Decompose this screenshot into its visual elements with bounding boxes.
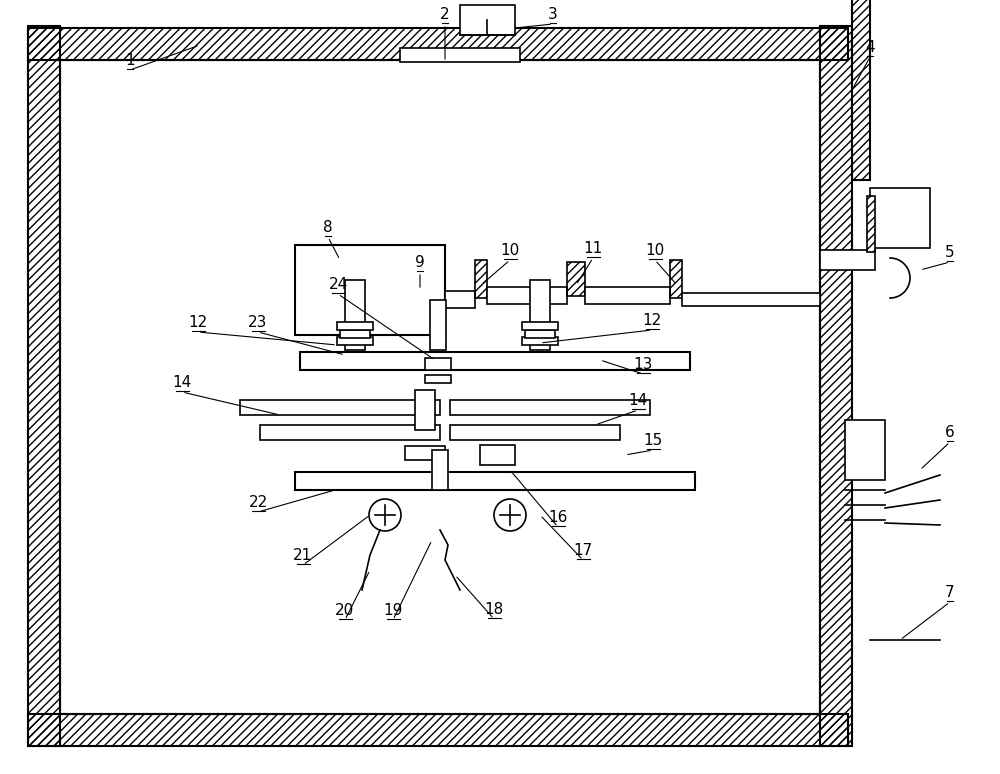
Bar: [450, 425, 620, 440]
Bar: [567, 262, 585, 296]
Text: 20: 20: [335, 603, 355, 618]
Bar: [475, 260, 487, 298]
Bar: [405, 446, 445, 460]
Text: 21: 21: [293, 548, 313, 563]
Bar: [487, 287, 567, 304]
Text: 24: 24: [328, 277, 348, 292]
Bar: [480, 445, 515, 465]
Circle shape: [369, 499, 401, 531]
Bar: [852, 0, 870, 180]
Bar: [430, 300, 446, 350]
Text: 12: 12: [188, 315, 208, 330]
Text: 12: 12: [642, 313, 662, 328]
Bar: [260, 425, 440, 440]
Bar: [820, 250, 875, 270]
Text: 13: 13: [633, 357, 653, 372]
Bar: [445, 291, 475, 308]
Bar: [585, 287, 670, 304]
Bar: [340, 330, 370, 338]
Bar: [867, 196, 875, 252]
Bar: [337, 322, 373, 330]
Text: 11: 11: [583, 241, 603, 256]
Text: 17: 17: [573, 543, 593, 558]
Bar: [522, 337, 558, 345]
Bar: [295, 472, 695, 490]
Text: 10: 10: [500, 243, 520, 258]
Circle shape: [494, 499, 526, 531]
Bar: [450, 400, 650, 415]
Bar: [337, 337, 373, 345]
Text: 5: 5: [945, 245, 955, 260]
Bar: [670, 260, 682, 298]
Text: 4: 4: [865, 40, 875, 55]
Bar: [300, 352, 690, 370]
Bar: [345, 280, 365, 350]
Text: 7: 7: [945, 585, 955, 600]
Bar: [28, 714, 848, 746]
Text: 18: 18: [484, 602, 504, 617]
Bar: [400, 48, 520, 62]
Bar: [460, 5, 515, 35]
Bar: [415, 390, 435, 430]
Bar: [240, 400, 440, 415]
Bar: [682, 293, 820, 306]
Text: 1: 1: [125, 53, 135, 68]
Text: 14: 14: [628, 393, 648, 408]
Bar: [28, 26, 60, 746]
Text: 16: 16: [548, 510, 568, 525]
Bar: [530, 280, 550, 350]
Bar: [425, 358, 451, 370]
Text: 9: 9: [415, 255, 425, 270]
Bar: [845, 420, 885, 480]
Text: 19: 19: [383, 603, 403, 618]
Text: 2: 2: [440, 7, 450, 22]
Bar: [525, 330, 555, 338]
Bar: [870, 188, 930, 248]
Bar: [425, 375, 451, 383]
Text: 8: 8: [323, 220, 333, 235]
Text: 6: 6: [945, 425, 955, 440]
Text: 22: 22: [248, 495, 268, 510]
Text: 10: 10: [645, 243, 665, 258]
Text: 23: 23: [248, 315, 268, 330]
Text: 3: 3: [548, 7, 558, 22]
Bar: [820, 26, 852, 746]
Text: 14: 14: [172, 375, 192, 390]
Bar: [432, 450, 448, 490]
Bar: [522, 322, 558, 330]
Bar: [295, 245, 445, 335]
Bar: [28, 28, 848, 60]
Text: 15: 15: [643, 433, 663, 448]
